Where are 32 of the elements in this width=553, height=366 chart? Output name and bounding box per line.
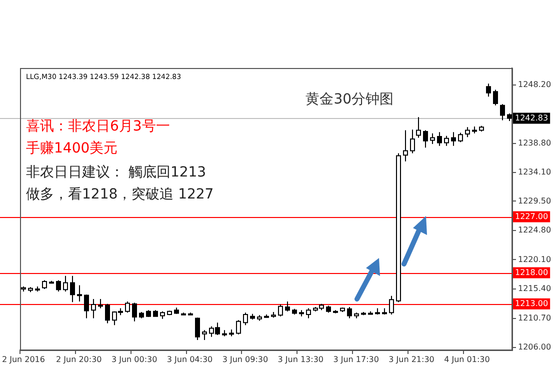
x-tick-label: 4 Jun 01:30 bbox=[444, 354, 490, 364]
y-tick-label: 1206.00 bbox=[518, 342, 552, 352]
y-tick-label: 1210.70 bbox=[518, 313, 552, 322]
candlestick bbox=[77, 284, 82, 302]
ref-line-label: 1227.00 bbox=[515, 212, 548, 221]
y-tick-label: 1229.50 bbox=[518, 196, 552, 206]
x-tick-label: 3 Jun 21:30 bbox=[388, 354, 434, 364]
y-tick-label: 1248.20 bbox=[518, 80, 552, 89]
x-tick-label: 3 Jun 17:30 bbox=[333, 354, 379, 364]
x-tick-label: 3 Jun 13:30 bbox=[278, 354, 324, 364]
x-tick-label: 3 Jun 09:30 bbox=[222, 354, 268, 364]
candlestick bbox=[70, 275, 75, 303]
y-tick-label: 1238.80 bbox=[518, 138, 552, 148]
x-tick-label: 2 Jun 2016 bbox=[2, 354, 45, 364]
candlestick bbox=[403, 130, 408, 162]
annotation: 做多，看1218，突破追 1227 bbox=[26, 186, 214, 203]
y-tick-label: 1215.40 bbox=[518, 284, 552, 294]
y-tick-label: 1220.10 bbox=[518, 254, 552, 264]
x-tick-label: 2 Jun 20:30 bbox=[56, 354, 102, 364]
text: 黄金30分钟图 bbox=[306, 92, 394, 108]
ref-line-label: 1218.00 bbox=[515, 268, 548, 277]
ref-line-label: 1242.83 bbox=[515, 113, 548, 122]
y-tick-label: 1224.80 bbox=[518, 226, 552, 235]
candlestick bbox=[91, 298, 96, 319]
annotation: 喜讯：非农日6月3号一手赚1400美元 bbox=[26, 118, 170, 157]
candlestick bbox=[437, 132, 442, 146]
annotation: 非农日日建议： 觸底回1213 bbox=[26, 164, 206, 181]
ref-line-label: 1213.00 bbox=[515, 299, 548, 308]
candlestick bbox=[451, 132, 456, 146]
x-tick-label: 3 Jun 00:30 bbox=[111, 354, 158, 364]
x-tick-label: 3 Jun 04:30 bbox=[166, 354, 213, 364]
y-tick-label: 1234.10 bbox=[518, 168, 552, 177]
